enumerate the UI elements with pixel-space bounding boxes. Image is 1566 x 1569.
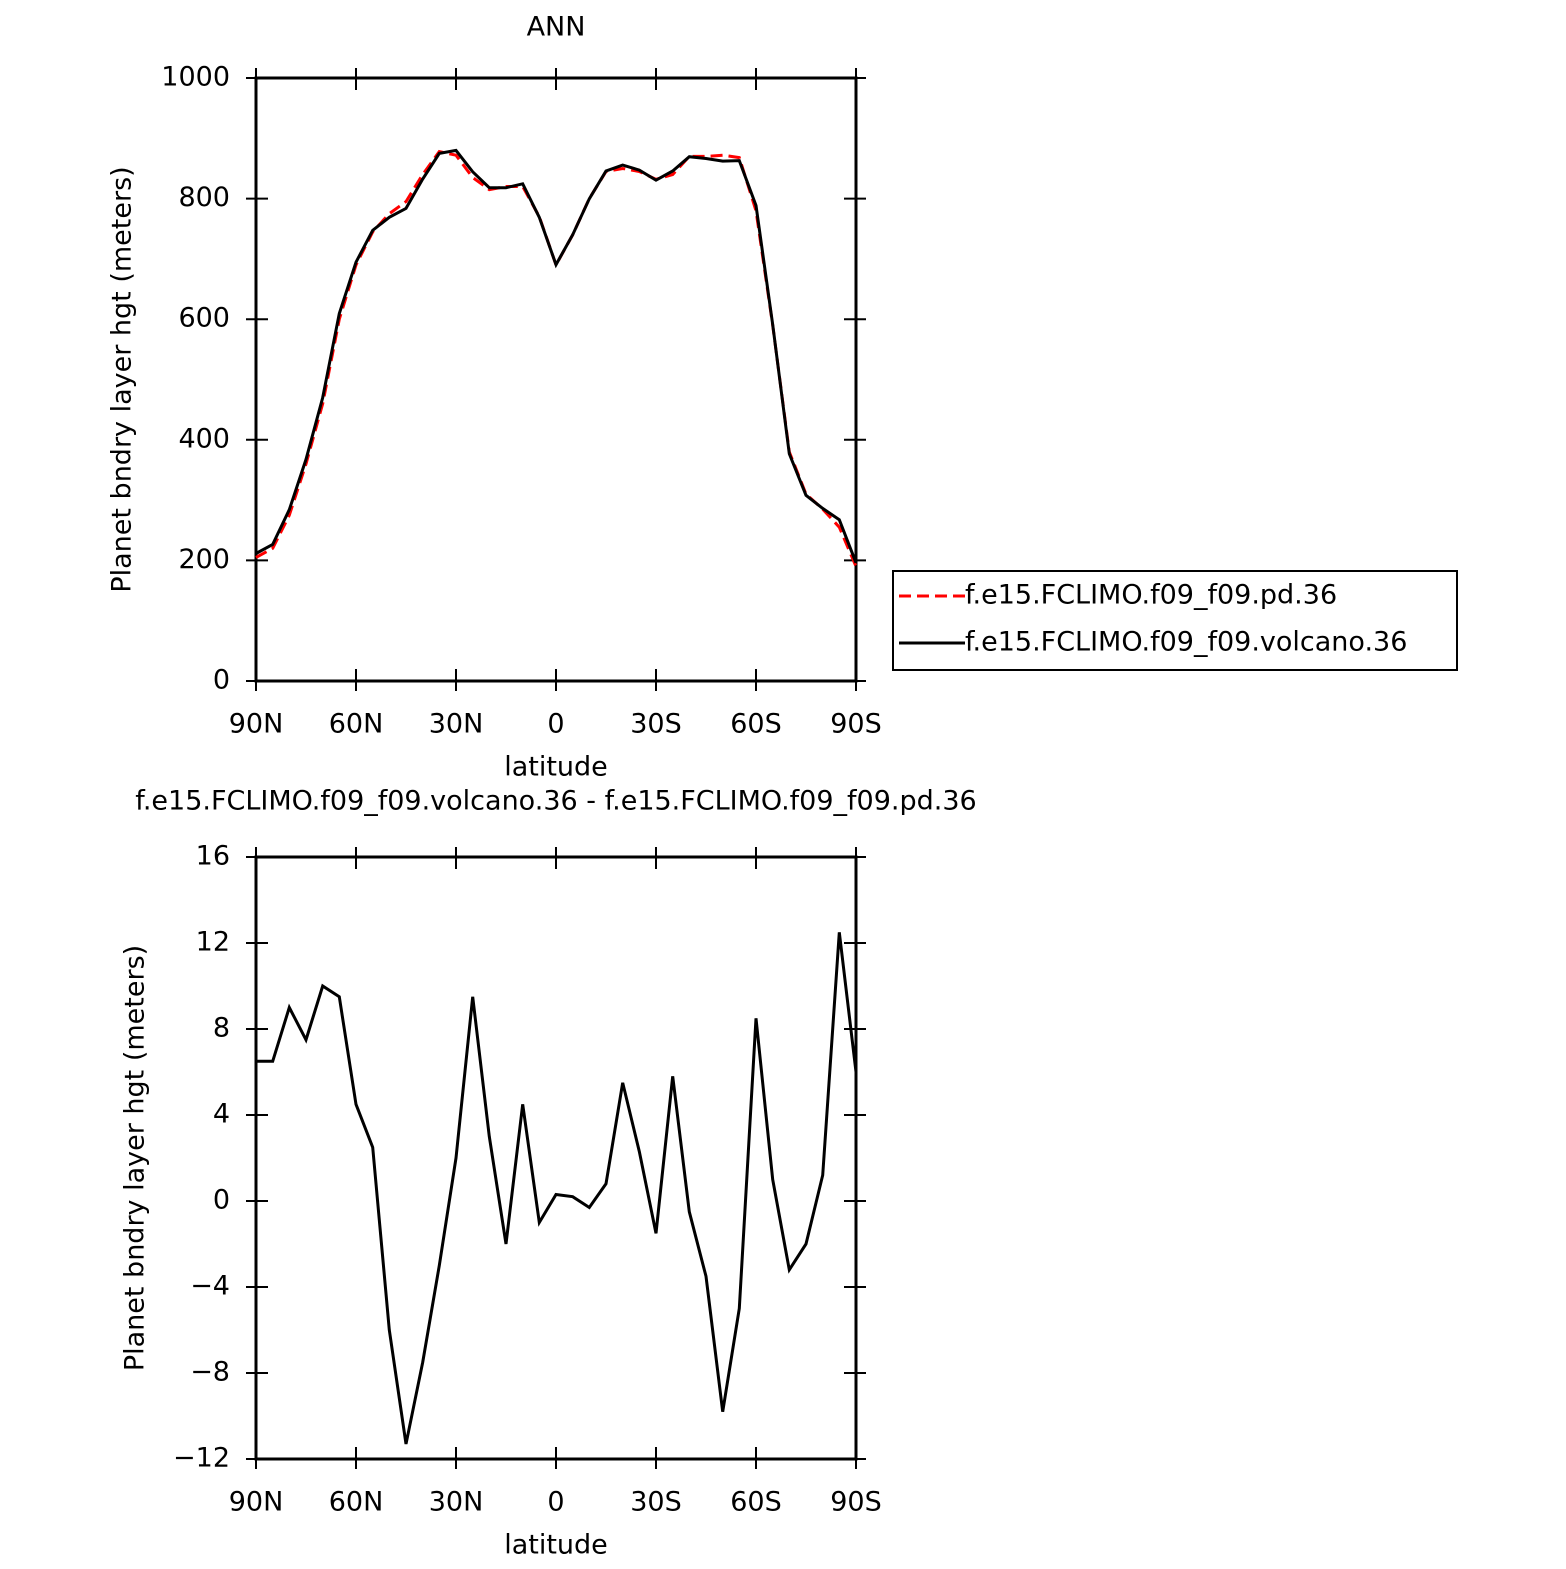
y-tick-label: 4 bbox=[213, 1099, 230, 1130]
x-tick-label: 30N bbox=[429, 709, 484, 740]
plot-frame bbox=[254, 855, 858, 1461]
y-tick-label: −12 bbox=[173, 1443, 230, 1474]
x-tick-label: 90N bbox=[229, 1487, 284, 1518]
x-tick-label: 60N bbox=[329, 709, 384, 740]
x-tick-label: 0 bbox=[547, 709, 564, 740]
y-tick-label: 600 bbox=[178, 303, 230, 334]
legend-label: f.e15.FCLIMO.f09_f09.pd.36 bbox=[965, 580, 1337, 611]
x-tick-label: 60N bbox=[329, 1487, 384, 1518]
x-tick-label: 60S bbox=[730, 1487, 782, 1518]
data-line bbox=[255, 148, 858, 564]
y-tick-label: 800 bbox=[178, 182, 230, 213]
plot-frame bbox=[254, 76, 858, 683]
chart-title: ANN bbox=[527, 12, 586, 43]
y-tick-label: 200 bbox=[178, 544, 230, 575]
series-group bbox=[256, 932, 858, 1445]
series-group bbox=[255, 148, 858, 567]
y-tick-label: −4 bbox=[190, 1271, 230, 1302]
x-tick-label: 90S bbox=[830, 1487, 882, 1518]
legend-box bbox=[892, 570, 1458, 671]
x-tick-label: 90S bbox=[830, 709, 882, 740]
x-tick-label: 0 bbox=[547, 1487, 564, 1518]
x-tick-label: 30S bbox=[630, 1487, 682, 1518]
x-axis-label: latitude bbox=[504, 1530, 608, 1561]
x-tick-label: 60S bbox=[730, 709, 782, 740]
y-tick-label: 16 bbox=[196, 841, 230, 872]
x-tick-label: 90N bbox=[229, 709, 284, 740]
y-tick-label: 8 bbox=[213, 1013, 230, 1044]
y-tick-label: 1000 bbox=[161, 62, 230, 93]
legend-label: f.e15.FCLIMO.f09_f09.volcano.36 bbox=[965, 627, 1407, 658]
chart-title: f.e15.FCLIMO.f09_f09.volcano.36 - f.e15.… bbox=[135, 786, 976, 817]
x-tick-label: 30N bbox=[429, 1487, 484, 1518]
y-tick-label: 12 bbox=[196, 927, 230, 958]
data-line bbox=[255, 149, 858, 567]
y-tick-label: 0 bbox=[213, 1185, 230, 1216]
x-axis-label: latitude bbox=[504, 752, 608, 783]
y-axis-label: Planet bndry layer hgt (meters) bbox=[120, 945, 151, 1371]
y-tick-label: −8 bbox=[190, 1357, 230, 1388]
y-tick-label: 0 bbox=[213, 665, 230, 696]
y-tick-label: 400 bbox=[178, 423, 230, 454]
y-axis-label: Planet bndry layer hgt (meters) bbox=[107, 166, 138, 592]
x-tick-label: 30S bbox=[630, 709, 682, 740]
data-line bbox=[256, 932, 858, 1445]
